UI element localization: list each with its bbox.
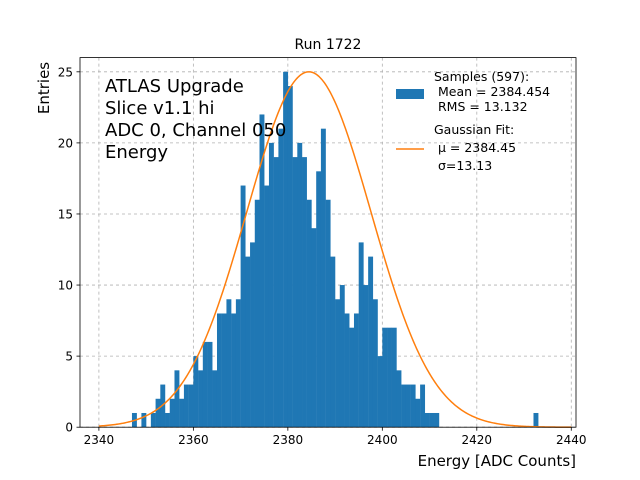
histogram-bar	[169, 398, 175, 428]
histogram-bar	[297, 142, 303, 428]
plot-frame	[79, 57, 577, 428]
annotation-line-4: Energy	[105, 142, 168, 163]
histogram-bar	[415, 398, 421, 428]
y-tick-label: 0	[65, 421, 73, 435]
legend: Samples (597): Mean = 2384.454 RMS = 13.…	[396, 69, 550, 173]
histogram-bar	[302, 157, 307, 428]
histogram-bar	[410, 384, 416, 428]
legend-histogram-line-3: RMS = 13.132	[434, 99, 528, 114]
histogram-bar	[179, 398, 185, 428]
histogram-bar	[207, 341, 213, 428]
histogram-bar	[273, 157, 279, 428]
y-tick-label: 5	[65, 350, 73, 364]
histogram-bar	[268, 142, 274, 428]
histogram-bar	[231, 313, 237, 428]
histogram-bar	[344, 313, 350, 428]
histogram-bar	[283, 71, 289, 428]
y-axis-label: Entries	[35, 62, 53, 114]
histogram-bar	[420, 384, 426, 428]
y-tick-label: 15	[58, 207, 73, 221]
histogram-bar	[363, 285, 369, 428]
histogram-bar	[278, 128, 284, 428]
y-tick-label: 25	[58, 65, 73, 79]
x-tick-label: 2380	[273, 433, 304, 447]
chart-title: Run 1722	[295, 37, 362, 53]
histogram-bar	[401, 384, 407, 428]
histogram-bar	[221, 313, 227, 428]
annotation-line-3: ADC 0, Channel 050	[105, 120, 286, 141]
x-axis-label: Energy [ADC Counts]	[418, 452, 576, 470]
y-tick-label: 20	[58, 136, 73, 150]
histogram-bar	[353, 313, 359, 428]
legend-histogram-line-2: Mean = 2384.454	[434, 84, 550, 99]
histogram-bar	[212, 370, 218, 428]
x-tick-label: 2360	[178, 433, 209, 447]
x-axis-ticks: 2340 2360 2380 2400 2420 2440	[84, 427, 587, 447]
histogram-bars	[131, 71, 539, 428]
histogram-bar	[292, 157, 298, 428]
histogram-bar	[382, 327, 388, 428]
legend-histogram-swatch	[396, 89, 424, 99]
x-tick-label: 2340	[84, 433, 115, 447]
legend-fit-line-2: μ = 2384.45	[434, 140, 516, 155]
histogram-bar	[358, 242, 364, 428]
histogram-bar	[174, 370, 180, 428]
histogram-bar	[311, 228, 317, 428]
gaussian-fit-curve	[98, 71, 572, 428]
histogram-bar	[424, 412, 430, 428]
histogram-bar	[335, 299, 341, 428]
histogram-bar	[316, 171, 322, 428]
histogram-bar	[155, 398, 161, 428]
histogram-bar	[396, 370, 402, 428]
histogram-bar	[216, 313, 222, 428]
histogram-bar	[387, 327, 392, 428]
histogram-bar	[405, 384, 411, 428]
histogram-bar	[429, 412, 435, 428]
histogram-bar	[391, 327, 397, 428]
y-axis-ticks: 0 5 10 15 20 25	[58, 65, 80, 435]
legend-fit-line-1: Gaussian Fit:	[434, 122, 514, 137]
histogram-bar	[141, 412, 147, 428]
histogram-bar	[165, 412, 170, 428]
histogram-bar	[434, 412, 440, 428]
y-tick-label: 10	[58, 279, 73, 293]
x-tick-label: 2420	[462, 433, 493, 447]
histogram-bar	[372, 299, 378, 428]
histogram-bar	[306, 199, 312, 428]
histogram-bar	[259, 114, 265, 428]
histogram-bar	[339, 285, 345, 428]
histogram-bar	[235, 299, 241, 428]
legend-fit-line-3: σ=13.13	[434, 158, 492, 173]
annotation-line-2: Slice v1.1 hi	[105, 98, 215, 119]
histogram-bar	[349, 327, 355, 428]
histogram-bar	[226, 299, 232, 428]
annotation-block: ATLAS Upgrade Slice v1.1 hi ADC 0, Chann…	[105, 76, 286, 163]
histogram-bar	[202, 341, 208, 428]
histogram-bar	[188, 384, 194, 428]
histogram-bar	[287, 86, 293, 428]
histogram-bar	[254, 199, 260, 428]
histogram-bar	[377, 356, 383, 428]
histogram-bar	[240, 185, 246, 428]
histogram-bar	[183, 384, 189, 428]
histogram-bar	[245, 256, 251, 428]
histogram-bar	[533, 412, 539, 428]
x-tick-label: 2400	[367, 433, 398, 447]
histogram-bar	[150, 412, 156, 428]
histogram-bar	[330, 256, 336, 428]
histogram-bar	[193, 356, 199, 428]
annotation-line-1: ATLAS Upgrade	[105, 76, 244, 97]
histogram-bar	[368, 256, 374, 428]
histogram-bar	[325, 199, 331, 428]
histogram-bar	[250, 242, 255, 428]
x-tick-label: 2440	[556, 433, 587, 447]
histogram-bar	[320, 128, 326, 428]
histogram-bar	[264, 185, 270, 428]
legend-histogram-line-1: Samples (597):	[434, 69, 529, 84]
histogram-bar	[198, 370, 204, 428]
